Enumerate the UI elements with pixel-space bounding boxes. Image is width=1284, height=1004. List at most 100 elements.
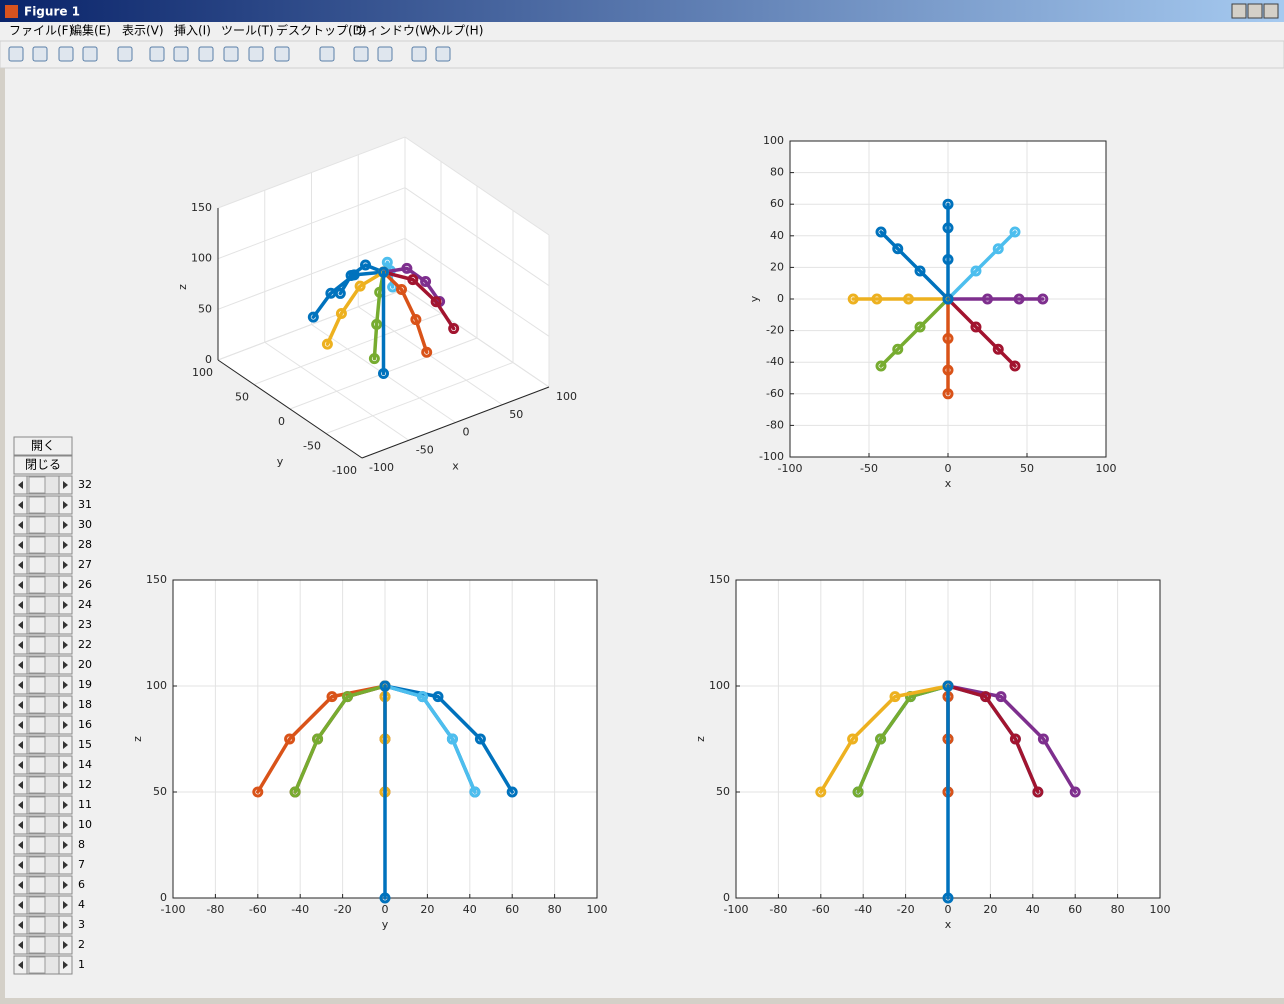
close-files-button-label[interactable]: 閉じる — [25, 458, 61, 472]
close-button[interactable] — [1263, 3, 1279, 19]
marker — [875, 360, 887, 372]
arrow-glyph — [18, 481, 68, 489]
marker — [432, 691, 444, 703]
series-line — [381, 270, 456, 331]
x-tick-label: -20 — [334, 903, 352, 916]
slider-thumb[interactable] — [28, 676, 46, 694]
x-tick-label: 0 — [945, 462, 952, 475]
toolbar-icon[interactable] — [117, 46, 133, 62]
toolbar-icon[interactable] — [173, 46, 189, 62]
slider-thumb[interactable] — [28, 656, 46, 674]
toolbar-icon[interactable] — [32, 46, 48, 62]
x-tick-label: 100 — [587, 903, 608, 916]
toolbar-icon[interactable] — [353, 46, 369, 62]
marker — [914, 321, 926, 333]
slider-thumb[interactable] — [28, 916, 46, 934]
slider-thumb[interactable] — [28, 696, 46, 714]
slider-thumb[interactable] — [28, 756, 46, 774]
x-tick-label: -60 — [812, 903, 830, 916]
toolbar-icon[interactable] — [82, 46, 98, 62]
series-line — [372, 270, 386, 361]
menu-item[interactable]: ヘルプ(H) — [429, 24, 483, 38]
marker — [1009, 226, 1021, 238]
marker — [815, 786, 827, 798]
menu-item[interactable]: 表示(V) — [122, 24, 164, 38]
grid-line — [217, 288, 406, 361]
window-title: Figure 1 — [24, 5, 80, 19]
y-tick-label: 60 — [770, 197, 784, 210]
toolbar-icon[interactable] — [149, 46, 165, 62]
marker — [892, 343, 904, 355]
marker — [379, 892, 391, 904]
slider-thumb[interactable] — [28, 496, 46, 514]
marker — [875, 733, 887, 745]
slider-thumb[interactable] — [28, 576, 46, 594]
marker — [446, 733, 458, 745]
slider-thumb[interactable] — [28, 796, 46, 814]
slider-label: 27 — [78, 558, 92, 571]
marker — [942, 892, 954, 904]
series-line — [879, 297, 950, 368]
menu-item[interactable]: ウィンドウ(W) — [355, 24, 436, 38]
arrow-glyph — [18, 781, 68, 789]
slider-thumb[interactable] — [28, 536, 46, 554]
marker — [847, 733, 859, 745]
marker — [325, 287, 337, 299]
slider-thumb[interactable] — [28, 936, 46, 954]
slider-thumb[interactable] — [28, 856, 46, 874]
toolbar-icon[interactable] — [223, 46, 239, 62]
arrow-glyph — [18, 721, 68, 729]
arrow-glyph — [18, 881, 68, 889]
toolbar-icon[interactable] — [274, 46, 290, 62]
slider-label: 31 — [78, 498, 92, 511]
toolbar — [0, 40, 1284, 69]
restore-button[interactable] — [1247, 3, 1263, 19]
slider-thumb[interactable] — [28, 776, 46, 794]
open-button-label[interactable]: 開く — [31, 439, 55, 453]
marker — [284, 733, 296, 745]
slider-thumb[interactable] — [28, 816, 46, 834]
toolbar-icon[interactable] — [319, 46, 335, 62]
menu-item[interactable]: ツール(T) — [221, 24, 274, 38]
marker — [914, 265, 926, 277]
marker — [401, 262, 413, 274]
arrow-glyph — [18, 641, 68, 649]
slider-thumb[interactable] — [28, 596, 46, 614]
slider-thumb[interactable] — [28, 736, 46, 754]
toolbar-icon[interactable] — [248, 46, 264, 62]
slider-thumb[interactable] — [28, 876, 46, 894]
grid-line — [404, 136, 550, 236]
close-files-button[interactable] — [13, 455, 73, 475]
menu-item[interactable]: 挿入(I) — [174, 24, 211, 38]
open-button[interactable] — [13, 436, 73, 456]
menu-item[interactable]: ファイル(F) — [9, 24, 73, 38]
marker — [889, 691, 901, 703]
slider-thumb[interactable] — [28, 956, 46, 974]
toolbar-icon[interactable] — [411, 46, 427, 62]
slider-thumb[interactable] — [28, 636, 46, 654]
slider-thumb[interactable] — [28, 836, 46, 854]
x-tick-label: -100 — [161, 903, 186, 916]
toolbar-icon[interactable] — [435, 46, 451, 62]
slider-thumb[interactable] — [28, 516, 46, 534]
toolbar-icon[interactable] — [198, 46, 214, 62]
toolbar-icon[interactable] — [377, 46, 393, 62]
menu-item[interactable]: デスクトップ(D) — [276, 23, 367, 38]
menu-bar — [0, 22, 1284, 40]
x-tick-label: -60 — [249, 903, 267, 916]
slider-label: 10 — [78, 818, 92, 831]
marker — [378, 368, 389, 379]
series-line — [819, 684, 950, 794]
slider-thumb[interactable] — [28, 556, 46, 574]
toolbar-icon[interactable] — [8, 46, 24, 62]
slider-thumb[interactable] — [28, 616, 46, 634]
slider-label: 19 — [78, 678, 92, 691]
minimize-button[interactable] — [1231, 3, 1247, 19]
slider-thumb[interactable] — [28, 896, 46, 914]
slider-thumb[interactable] — [28, 476, 46, 494]
series-line — [325, 270, 386, 346]
menu-item[interactable]: 編集(E) — [70, 23, 111, 38]
toolbar-icon[interactable] — [58, 46, 74, 62]
slider-thumb[interactable] — [28, 716, 46, 734]
